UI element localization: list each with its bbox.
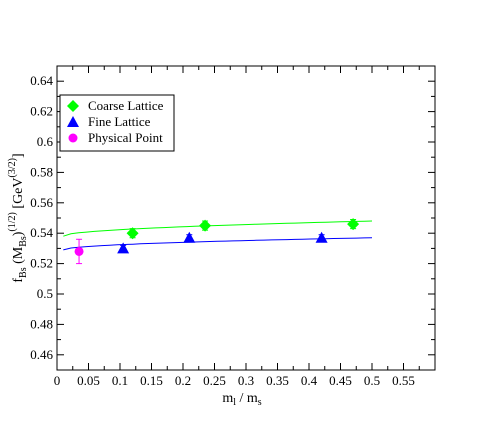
x-tick-label: 0.35	[266, 373, 289, 388]
legend-label: Coarse Lattice	[88, 98, 164, 113]
legend-label: Fine Lattice	[88, 114, 151, 129]
x-tick-label: 0.2	[175, 373, 191, 388]
y-axis-ticks: 0.46 0.48 0.5 0.52 0.54 0.56 0.58 0.6 0.62 0.64	[30, 73, 435, 371]
x-tick-label: 0.3	[238, 373, 254, 388]
x-tick-label: 0.25	[203, 373, 226, 388]
y-tick-label: 0.48	[30, 316, 53, 331]
y-tick-label: 0.46	[30, 347, 53, 362]
y-tick-label: 0.5	[37, 286, 53, 301]
x-tick-label: 0	[54, 373, 61, 388]
y-tick-label: 0.58	[30, 164, 53, 179]
legend-marker-diamond	[67, 100, 79, 112]
legend-box	[59, 94, 175, 152]
x-tick-label: 0.45	[329, 373, 352, 388]
fit-line	[63, 220, 373, 237]
x-tick-label: 0.5	[364, 373, 380, 388]
fit-lines	[63, 220, 373, 251]
x-tick-label: 0.1	[112, 373, 128, 388]
legend-marker-triangle	[67, 116, 79, 127]
y-tick-label: 0.62	[30, 104, 53, 119]
x-axis-label: ml / ms	[222, 391, 261, 408]
y-tick-label: 0.52	[30, 256, 53, 271]
x-tick-label: 0.4	[301, 373, 318, 388]
x-axis-ticks: 0 0.05 0.1 0.15 0.2 0.25 0.3 0.35 0.4 0.45 0.5 0.55	[54, 66, 420, 388]
legend-marker-circle	[68, 133, 78, 143]
data-point-diamond	[347, 218, 360, 231]
data-point-triangle	[183, 231, 196, 243]
data-point-triangle	[117, 242, 130, 254]
data-point-diamond	[126, 227, 139, 240]
y-axis-label: fBs (MBs)(1/2) [GeV(3/2)]	[7, 153, 29, 282]
y-tick-label: 0.6	[37, 134, 54, 149]
x-tick-label: 0.05	[77, 373, 100, 388]
legend-label: Physical Point	[88, 130, 163, 145]
data-point-circle	[74, 246, 84, 256]
y-tick-label: 0.54	[30, 225, 53, 240]
data-point-diamond	[199, 219, 212, 232]
data-points	[74, 218, 360, 265]
x-tick-label: 0.55	[392, 373, 415, 388]
y-tick-label: 0.56	[30, 195, 53, 210]
x-tick-label: 0.15	[140, 373, 163, 388]
data-point-triangle	[315, 231, 328, 243]
y-tick-label: 0.64	[30, 73, 53, 88]
